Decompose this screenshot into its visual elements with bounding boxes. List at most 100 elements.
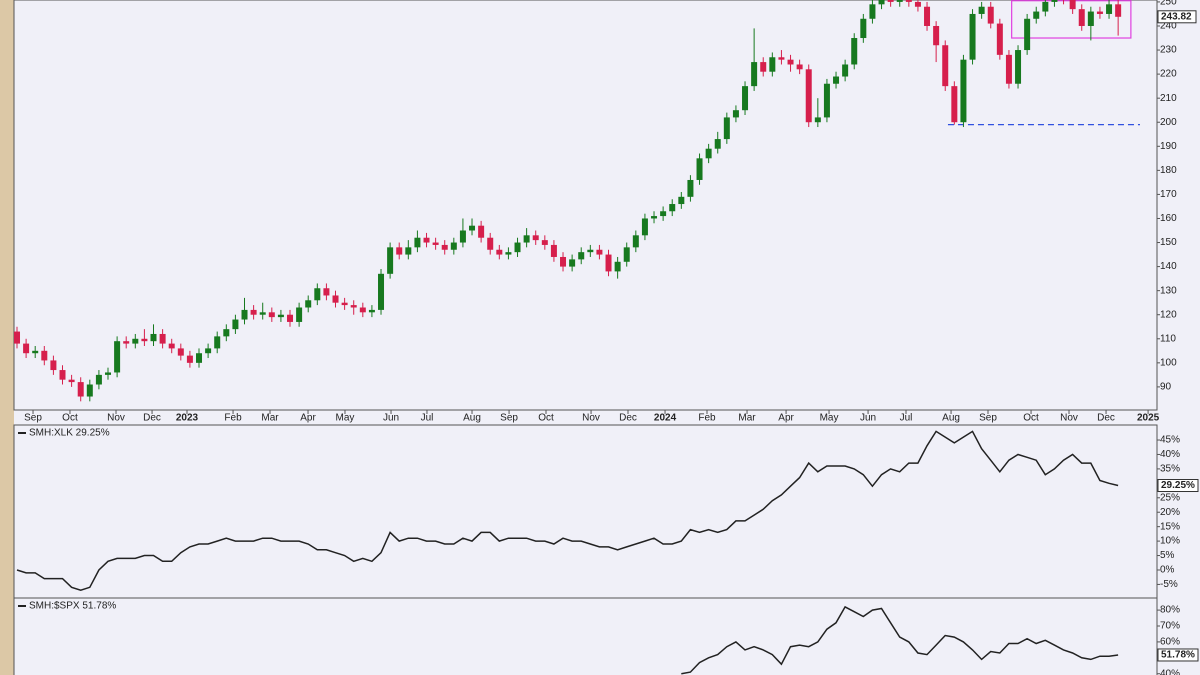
x-tick-label: Oct [538, 413, 554, 424]
y-tick-label: 230 [1160, 45, 1177, 56]
y-tick-label: 110 [1160, 333, 1176, 344]
xlk-panel [13, 424, 1158, 599]
y-tick-label: -5% [1160, 579, 1178, 590]
candle-body [623, 247, 630, 262]
spx-plot [681, 605, 1119, 675]
candle-body [68, 379, 75, 383]
x-tick-label: Feb [224, 413, 242, 424]
candle-body [751, 62, 758, 87]
y-tick-label: 90 [1160, 382, 1172, 393]
y-tick-label: 40% [1160, 449, 1180, 460]
x-tick-label: Apr [778, 413, 794, 424]
y-tick-label: 200 [1160, 117, 1177, 128]
candle-body [641, 218, 648, 236]
candle-body [259, 312, 266, 315]
candle-body [687, 179, 694, 197]
candle-body [860, 18, 867, 39]
candle-body [887, 0, 894, 2]
candle-body [651, 216, 658, 219]
y-tick-label: 190 [1160, 141, 1177, 152]
y-tick-label: 15% [1160, 521, 1180, 532]
candle-body [660, 211, 667, 217]
x-tick-label: Jun [383, 413, 399, 424]
y-tick-label: 180 [1160, 165, 1177, 176]
candle-body [705, 148, 712, 159]
candle-body [359, 307, 366, 313]
candle-body [505, 252, 512, 255]
candle-body [105, 372, 112, 375]
candle-body [532, 235, 539, 241]
spx-panel [13, 597, 1158, 675]
y-tick-label: 45% [1160, 435, 1180, 446]
candle-body [450, 242, 457, 250]
candle-body [823, 83, 830, 118]
candle-body [250, 309, 257, 315]
candle-body [1069, 0, 1076, 10]
candle-body [341, 302, 348, 306]
legend-label: SMH:$SPX 51.78% [29, 601, 116, 612]
candle-body [50, 360, 57, 371]
candle-body [223, 329, 230, 337]
last-price-box [1157, 10, 1197, 24]
x-tick-label: 2023 [176, 413, 199, 424]
candle-body [605, 254, 612, 272]
candle-body [487, 237, 494, 250]
y-tick-label: 170 [1160, 189, 1177, 200]
candle-body [332, 295, 339, 303]
candle-body [423, 237, 430, 243]
y-tick-label: 130 [1160, 285, 1177, 296]
y-tick-label: 0% [1160, 565, 1175, 576]
y-tick-label: 5% [1160, 550, 1175, 561]
x-tick-label: 2024 [654, 413, 677, 424]
y-tick-label: 40% [1160, 668, 1180, 675]
candle-body [1106, 4, 1113, 14]
candle-body [405, 247, 412, 255]
candle-body [1115, 4, 1122, 17]
candle-body [214, 336, 221, 349]
ratio-line [16, 430, 1119, 591]
candle-body [996, 23, 1003, 55]
x-tick-label: Nov [1060, 413, 1078, 424]
x-tick-label: Oct [1023, 413, 1039, 424]
candle-body [205, 348, 212, 354]
x-tick-label: May [820, 413, 839, 424]
candle-body [869, 4, 876, 19]
x-tick-label: May [336, 413, 355, 424]
y-tick-label: 25% [1160, 492, 1180, 503]
candle-body [1015, 50, 1022, 84]
y-tick-label: 70% [1160, 621, 1180, 632]
candle-body [541, 240, 548, 245]
y-tick-label: 120 [1160, 309, 1177, 320]
axes: Sep Oct Nov Dec 2023 Feb Mar Apr May Jun Jul Aug Sep… [18, 0, 1199, 675]
x-tick-label: Aug [942, 413, 960, 424]
x-tick-label: Sep [979, 413, 997, 424]
candle-body [851, 38, 858, 65]
candle-body [432, 242, 439, 245]
candle-body [969, 13, 976, 60]
candle-body [678, 196, 685, 205]
candle-body [186, 355, 193, 363]
candle-body [1024, 18, 1031, 51]
candle-body [132, 338, 139, 344]
y-tick-label: 240 [1160, 21, 1177, 32]
candle-body [514, 242, 521, 253]
candle-body [723, 117, 730, 140]
candle-body [696, 158, 703, 180]
candle-body [760, 62, 767, 72]
y-tick-label: 140 [1160, 261, 1177, 272]
candle-body [614, 261, 621, 272]
x-tick-label: Jun [860, 413, 876, 424]
x-tick-label: Nov [107, 413, 125, 424]
candle-body [550, 244, 557, 257]
candle-body [596, 249, 603, 255]
candle-body [77, 382, 84, 397]
x-tick-label: Mar [261, 413, 279, 424]
legend-label: SMH:XLK 29.25% [29, 428, 110, 439]
candle-body [241, 309, 248, 320]
candle-body [1051, 0, 1058, 2]
candle-body [742, 86, 749, 111]
candle-body [469, 225, 476, 231]
candle-body [796, 64, 803, 70]
candle-body [350, 305, 357, 308]
y-tick-label: 60% [1160, 637, 1180, 648]
